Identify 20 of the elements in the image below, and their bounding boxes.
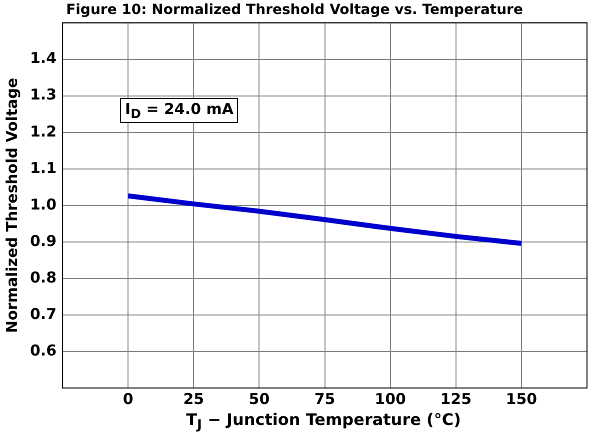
y-tick-label: 0.8 [30, 268, 57, 286]
y-tick-label: 0.6 [30, 341, 57, 360]
y-tick-label: 1.4 [30, 49, 57, 68]
x-tick-label: 100 [374, 390, 406, 408]
y-tick-label: 1.2 [30, 122, 57, 140]
x-tick-label: 75 [314, 390, 336, 408]
y-tick-label: 1.3 [30, 86, 57, 104]
x-tick-label: 0 [122, 390, 134, 408]
y-tick-label: 0.7 [30, 304, 57, 323]
x-tick-label: 125 [440, 390, 472, 408]
chart-title: Figure 10: Normalized Threshold Voltage vs. Temperature [66, 2, 523, 18]
y-tick-label: 1.0 [30, 195, 57, 214]
x-tick-label: 25 [183, 390, 204, 408]
y-axis-title: Normalized Threshold Voltage [2, 78, 21, 333]
x-tick-label: 50 [248, 390, 270, 408]
x-tick-label: 150 [506, 390, 538, 408]
annotation: I$_{D}$ = 24.0 mA [120, 98, 238, 123]
y-tick-label: 1.1 [30, 158, 57, 177]
y-tick-label: 0.9 [30, 232, 57, 250]
x-axis-title: T$_{J}$ − Junction Temperature (°C) [185, 410, 462, 434]
